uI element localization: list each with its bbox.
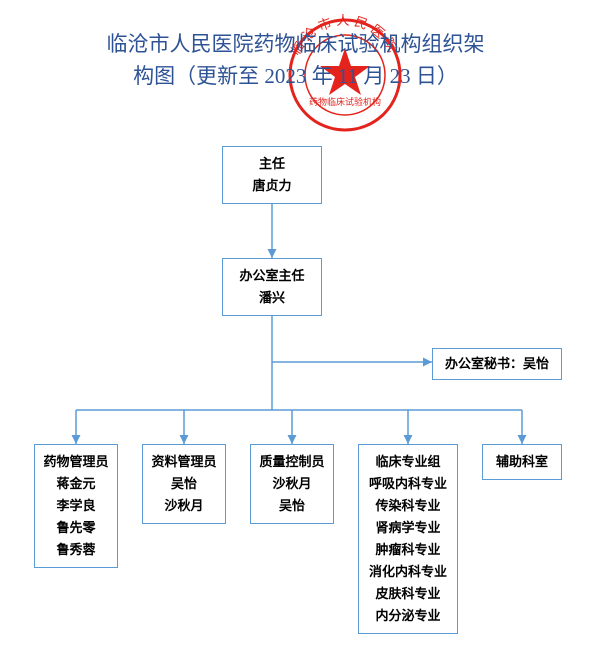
node-line: 资料管理员	[147, 451, 221, 473]
node-line: 皮肤科专业	[363, 583, 453, 605]
node-line: 肾病学专业	[363, 517, 453, 539]
node-line: 鲁先零	[39, 517, 113, 539]
node-line: 办公室秘书：吴怡	[437, 353, 557, 375]
node-director: 主任 唐贞力	[222, 146, 322, 204]
node-line: 李学良	[39, 495, 113, 517]
node-line: 消化内科专业	[363, 561, 453, 583]
node-data-manager: 资料管理员 吴怡 沙秋月	[142, 444, 226, 524]
node-secretary: 办公室秘书：吴怡	[432, 348, 562, 380]
node-line: 主任	[227, 153, 317, 175]
node-quality-control: 质量控制员 沙秋月 吴怡	[250, 444, 334, 524]
node-line: 吴怡	[147, 473, 221, 495]
node-line: 临床专业组	[363, 451, 453, 473]
node-line: 吴怡	[255, 495, 329, 517]
node-line: 肿瘤科专业	[363, 539, 453, 561]
node-line: 鲁秀蓉	[39, 539, 113, 561]
node-line: 办公室主任	[227, 265, 317, 287]
node-line: 潘兴	[227, 287, 317, 309]
node-line: 内分泌专业	[363, 605, 453, 627]
node-line: 呼吸内科专业	[363, 473, 453, 495]
node-line: 药物管理员	[39, 451, 113, 473]
node-line: 沙秋月	[147, 495, 221, 517]
node-line: 沙秋月	[255, 473, 329, 495]
node-line: 传染科专业	[363, 495, 453, 517]
node-clinical-group: 临床专业组 呼吸内科专业 传染科专业 肾病学专业 肿瘤科专业 消化内科专业 皮肤…	[358, 444, 458, 634]
node-office-director: 办公室主任 潘兴	[222, 258, 322, 316]
node-line: 辅助科室	[487, 451, 557, 473]
node-drug-manager: 药物管理员 蒋金元 李学良 鲁先零 鲁秀蓉	[34, 444, 118, 568]
node-line: 唐贞力	[227, 175, 317, 197]
node-line: 质量控制员	[255, 451, 329, 473]
node-line: 蒋金元	[39, 473, 113, 495]
node-auxiliary: 辅助科室	[482, 444, 562, 480]
